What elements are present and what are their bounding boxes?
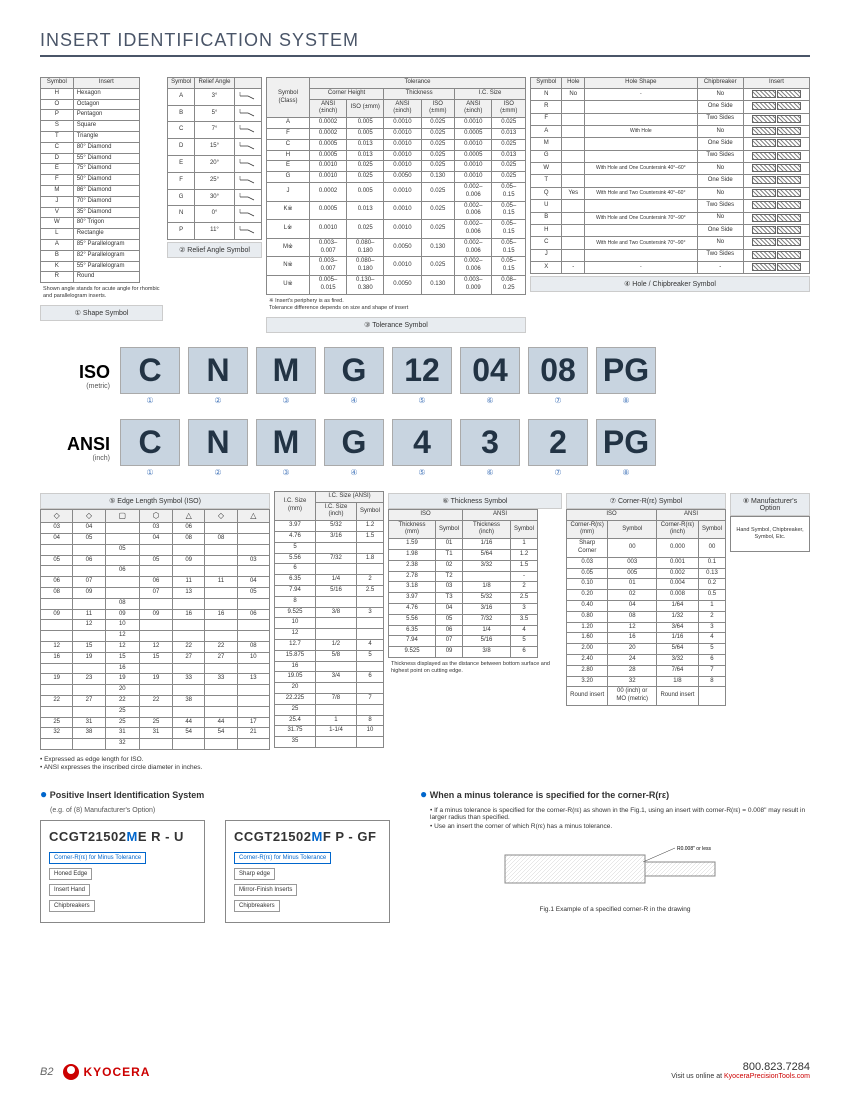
example-label: Mirror-Finish Inserts [234,884,297,896]
example-label: Corner-R(rε) for Minus Tolerance [49,852,146,864]
top-reference-row: SymbolInsertHHexagonOOctagonPPentagonSSq… [40,77,810,333]
code-box: 08⑦ [528,347,588,405]
shape-table: SymbolInsertHHexagonOOctagonPPentagonSSq… [40,77,140,283]
mfg-column: ⑧ Manufacturer's Option Hand Symbol, Chi… [730,491,810,750]
relief-column: SymbolRelief AngleA3°B5°C7°D15°E20°F25°G… [167,77,262,333]
thickness-column: ⑥ Thickness Symbol ISOANSIThickness (mm)… [388,491,562,750]
mfg-text: Hand Symbol, Chipbreaker, Symbol, Etc. [730,516,810,552]
logo-icon [63,1064,79,1080]
brand-name: KYOCERA [83,1065,150,1079]
cornerr-column: ⑦ Corner-R(rε) Symbol ISOANSICorner-R(rε… [566,491,726,750]
thickness-table: ISOANSIThickness (mm)SymbolThickness (in… [388,509,538,658]
code-box: 12⑤ [392,347,452,405]
footnote: • Expressed as edge length for ISO. [40,756,810,763]
code-box: PG⑧ [596,419,656,477]
shape-column: SymbolInsertHHexagonOOctagonPPentagonSSq… [40,77,163,333]
example-label: Corner-R(rε) for Minus Tolerance [234,852,331,864]
tolerance-label: ③ Tolerance Symbol [266,317,526,333]
example-2: CCGT21502MF P - GF Corner-R(rε) for Minu… [225,820,390,923]
mfg-label: ⑧ Manufacturer's Option [730,493,810,516]
relief-label: ② Relief Angle Symbol [167,242,262,258]
code-box: G④ [324,347,384,405]
minus-note: • Use an insert the corner of which R(rε… [430,823,810,830]
shape-note: Shown angle stands for acute angle for r… [40,283,163,303]
example-label: Chipbreakers [234,900,280,912]
bottom-reference-row: ⑤ Edge Length Symbol (ISO) ◇◇▢⬡△◇△030403… [40,491,810,750]
edge-column: ⑤ Edge Length Symbol (ISO) ◇◇▢⬡△◇△030403… [40,491,270,750]
tolerance-table: Symbol (Class)ToleranceCorner HeightThic… [266,77,526,295]
page-footer: B2 KYOCERA 800.823.7284 Visit us online … [40,1061,810,1080]
edge-table: ◇◇▢⬡△◇△030403060405040808050506050903060… [40,509,270,750]
code-box: 04⑥ [460,347,520,405]
iso-label: ISO [40,362,110,383]
code-box: N② [188,419,248,477]
relief-table: SymbolRelief AngleA3°B5°C7°D15°E20°F25°G… [167,77,262,240]
thickness-label: ⑥ Thickness Symbol [388,493,562,509]
icsize-column: I.C. Size (mm)I.C. Size (ANSI)I.C. Size … [274,491,384,750]
cornerr-label: ⑦ Corner-R(rε) Symbol [566,493,726,509]
positive-title: Positive Insert Identification System [50,790,205,800]
icsize-table: I.C. Size (mm)I.C. Size (ANSI)I.C. Size … [274,491,384,748]
positive-sub: (e.g. of (8) Manufacturer's Option) [50,807,400,814]
phone-number: 800.823.7284 [671,1061,810,1073]
positive-section: ● Positive Insert Identification System … [40,781,400,923]
hole-label: ④ Hole / Chipbreaker Symbol [530,276,810,292]
minus-tolerance-section: ● When a minus tolerance is specified fo… [420,781,810,923]
ansi-code-boxes: C①N②M③G④4⑤3⑥2⑦PG⑧ [120,419,656,477]
title-bar [40,55,810,57]
code-box: 3⑥ [460,419,520,477]
example-label: Honed Edge [49,868,92,880]
page-number: B2 [40,1066,53,1078]
ansi-code-row: ANSI (inch) C①N②M③G④4⑤3⑥2⑦PG⑧ [40,419,810,477]
ansi-label: ANSI [40,434,110,455]
corner-r-diagram: R0.008" or less [495,840,735,900]
tolerance-note: ※ Insert's periphery is as fired. Tolera… [266,295,526,315]
tolerance-column: Symbol (Class)ToleranceCorner HeightThic… [266,77,526,333]
code-box: 4⑤ [392,419,452,477]
code-box: N② [188,347,248,405]
code-box: C① [120,419,180,477]
ansi-sub: (inch) [40,455,110,462]
example-label: Sharp edge [234,868,275,880]
figure-1: R0.008" or less Fig.1 Example of a speci… [420,840,810,913]
minus-title: When a minus tolerance is specified for … [430,790,669,800]
example-label: Insert Hand [49,884,90,896]
code-box: PG⑧ [596,347,656,405]
code-box: M③ [256,347,316,405]
cornerr-table: ISOANSICorner-R(rε) (mm)SymbolCorner-R(r… [566,509,726,706]
hole-column: SymbolHoleHole ShapeChipbreakerInsertNNo… [530,77,810,333]
footnotes: • Expressed as edge length for ISO.• ANS… [40,756,810,771]
shape-label: ① Shape Symbol [40,305,163,321]
code-box: G④ [324,419,384,477]
edge-label: ⑤ Edge Length Symbol (ISO) [40,493,270,509]
iso-code-boxes: C①N②M③G④12⑤04⑥08⑦PG⑧ [120,347,656,405]
iso-sub: (metric) [40,383,110,390]
example-label: Chipbreakers [49,900,95,912]
footnote: • ANSI expresses the inscribed circle di… [40,764,810,771]
page-title: INSERT IDENTIFICATION SYSTEM [40,30,810,51]
hole-table: SymbolHoleHole ShapeChipbreakerInsertNNo… [530,77,810,274]
brand-logo: KYOCERA [63,1064,150,1080]
code-box: 2⑦ [528,419,588,477]
code-box: M③ [256,419,316,477]
example-1: CCGT21502ME R - U Corner-R(rε) for Minus… [40,820,205,923]
thickness-note: Thickness displayed as the distance betw… [388,658,562,678]
website-url: KyoceraPrecisionTools.com [724,1073,810,1080]
iso-code-row: ISO (metric) C①N②M③G④12⑤04⑥08⑦PG⑧ [40,347,810,405]
code-box: C① [120,347,180,405]
minus-note: • If a minus tolerance is specified for … [430,807,810,821]
svg-text:R0.008" or less: R0.008" or less [677,846,712,852]
figure-caption: Fig.1 Example of a specified corner-R in… [420,906,810,913]
